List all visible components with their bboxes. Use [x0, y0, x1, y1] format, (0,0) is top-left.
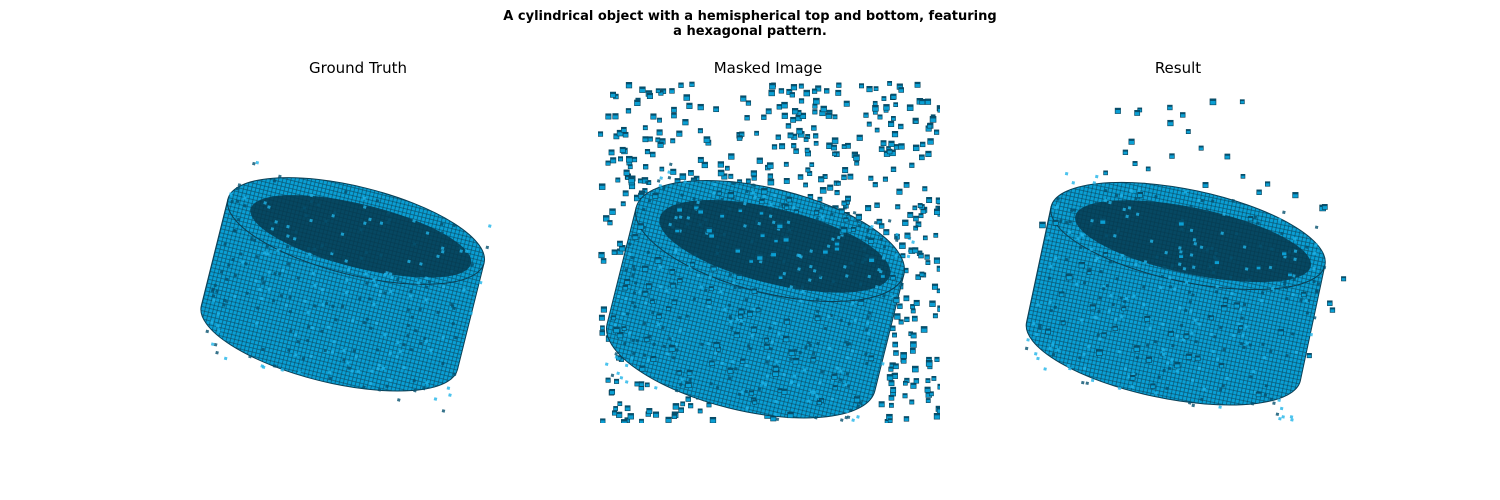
- figure-title: A cylindrical object with a hemispherica…: [0, 9, 1500, 39]
- panel-title-ground-truth: Ground Truth: [309, 59, 407, 77]
- panel-title-masked-image: Masked Image: [713, 59, 823, 77]
- result-panel: [1008, 81, 1350, 423]
- masked-image-voxel-render: [598, 81, 940, 423]
- result-voxel-render: [1024, 98, 1347, 422]
- panel-title-result: Result: [1154, 59, 1202, 77]
- masked-image-panel: [598, 81, 940, 423]
- figure-title-line-2: a hexagonal pattern.: [673, 24, 827, 39]
- ground-truth-panel: [188, 81, 530, 423]
- ground-truth-voxel-render: [200, 160, 492, 413]
- figure-title-line-1: A cylindrical object with a hemispherica…: [503, 9, 997, 24]
